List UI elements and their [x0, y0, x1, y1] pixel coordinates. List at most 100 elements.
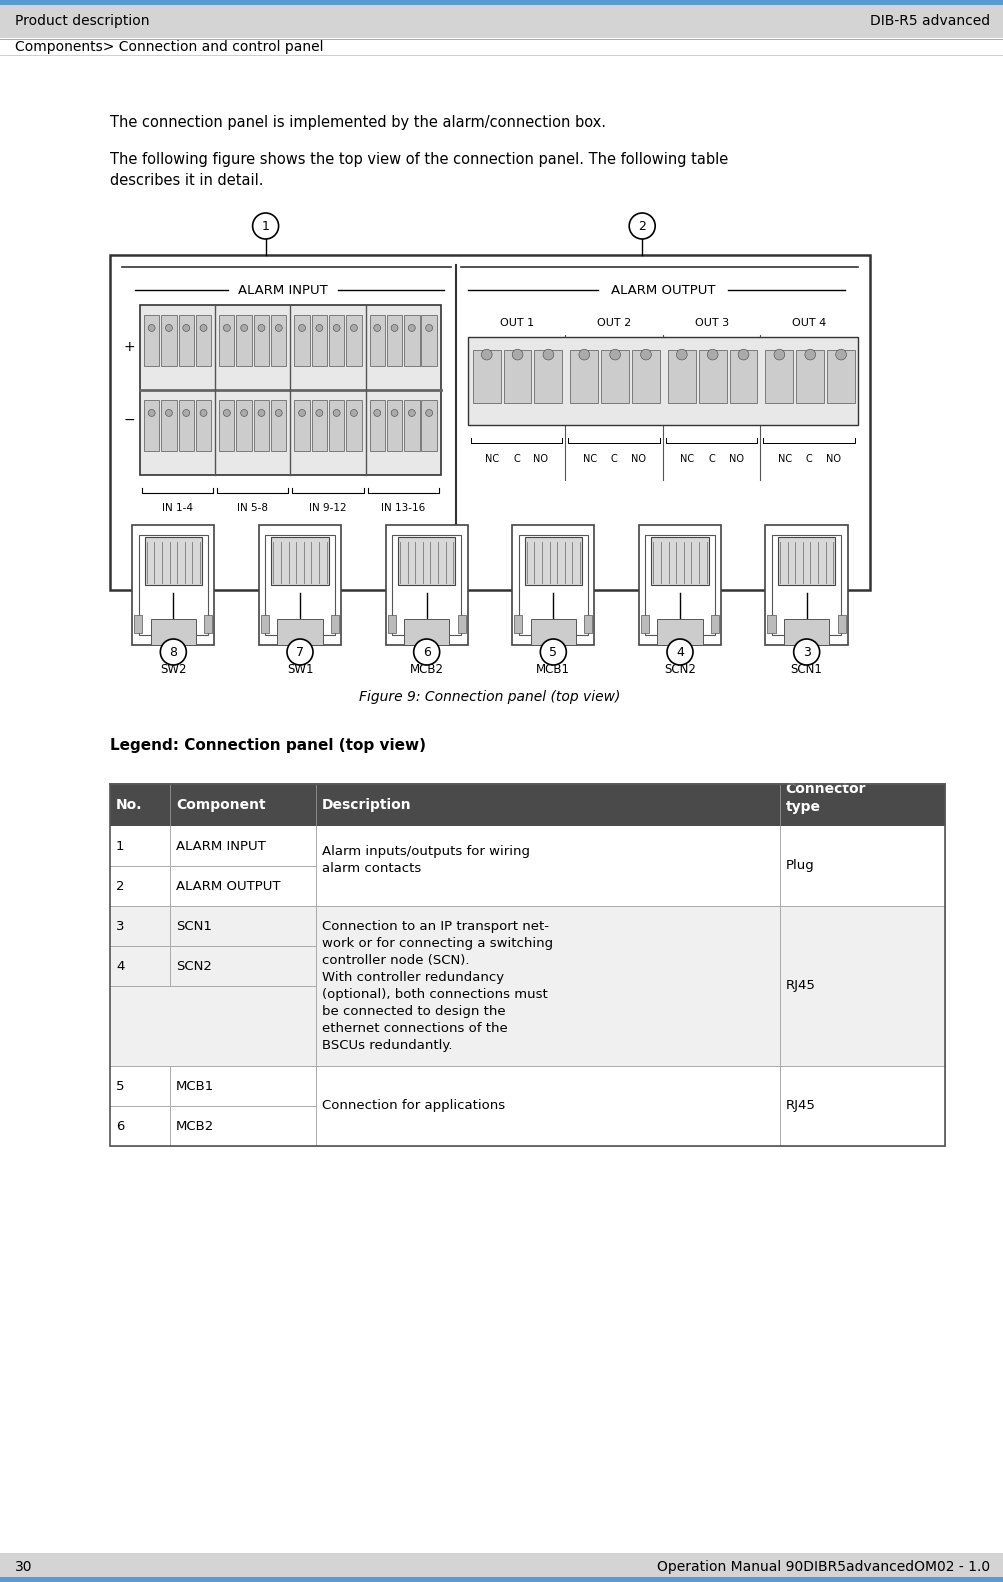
Text: C: C [805, 454, 811, 464]
Circle shape [413, 639, 439, 664]
Text: +: + [124, 340, 135, 354]
Bar [110, 1066, 944, 1145]
Bar [311, 315, 327, 365]
Bar [645, 535, 714, 636]
Bar [346, 315, 361, 365]
Text: 3: 3 [116, 919, 124, 932]
Bar [196, 315, 211, 365]
Circle shape [793, 639, 818, 664]
Text: C: C [707, 454, 714, 464]
Bar [219, 400, 235, 451]
Circle shape [223, 410, 230, 416]
Bar [150, 619, 196, 645]
Bar [271, 400, 286, 451]
Circle shape [373, 410, 380, 416]
Bar [144, 536, 202, 585]
Bar [514, 615, 522, 633]
Circle shape [333, 410, 340, 416]
Text: IN 5-8: IN 5-8 [237, 503, 268, 513]
Text: MCB1: MCB1 [176, 1079, 215, 1093]
Text: NC: NC [582, 454, 596, 464]
Bar [519, 535, 588, 636]
Text: Components> Connection and control panel: Components> Connection and control panel [15, 40, 323, 54]
Text: −: − [124, 413, 135, 427]
Text: SCN1: SCN1 [790, 663, 821, 676]
Circle shape [706, 350, 717, 361]
Text: ALARM INPUT: ALARM INPUT [176, 840, 266, 853]
Text: C: C [610, 454, 617, 464]
Bar [277, 619, 322, 645]
Circle shape [183, 324, 190, 331]
Circle shape [391, 410, 397, 416]
Text: 6: 6 [422, 645, 430, 658]
Text: ALARM INPUT: ALARM INPUT [238, 283, 327, 296]
Circle shape [148, 410, 154, 416]
Circle shape [165, 410, 173, 416]
Circle shape [676, 350, 686, 361]
Bar [766, 615, 775, 633]
Circle shape [200, 410, 207, 416]
Bar [764, 350, 792, 403]
Text: Connector
type: Connector type [785, 782, 866, 815]
Circle shape [316, 324, 323, 331]
Bar [504, 350, 531, 403]
Circle shape [373, 324, 380, 331]
Bar [403, 619, 449, 645]
Bar [457, 615, 465, 633]
Text: 8: 8 [170, 645, 178, 658]
Bar [294, 400, 309, 451]
Text: Product description: Product description [15, 14, 149, 28]
Circle shape [350, 410, 357, 416]
Bar [143, 400, 159, 451]
Circle shape [408, 410, 415, 416]
Bar [259, 525, 341, 645]
Bar [524, 536, 582, 585]
Circle shape [160, 639, 187, 664]
Bar [0, 0, 1003, 5]
Text: 4: 4 [675, 645, 683, 658]
Text: 2: 2 [638, 220, 646, 233]
Bar [0, 1554, 1003, 1582]
Bar [777, 536, 834, 585]
Bar [729, 350, 756, 403]
Bar [531, 619, 576, 645]
Bar [139, 305, 440, 475]
Bar [386, 400, 402, 451]
Bar [397, 536, 455, 585]
Text: NO: NO [825, 454, 841, 464]
Bar [110, 785, 944, 1145]
Bar [271, 315, 286, 365]
Circle shape [425, 324, 432, 331]
Text: The connection panel is implemented by the alarm/connection box.: The connection panel is implemented by t… [110, 115, 606, 130]
Bar [651, 536, 708, 585]
Circle shape [253, 214, 279, 239]
Text: 1: 1 [116, 840, 124, 853]
Circle shape [425, 410, 432, 416]
Bar [138, 535, 208, 636]
Bar [143, 315, 159, 365]
Text: OUT 3: OUT 3 [694, 318, 728, 327]
Circle shape [640, 350, 651, 361]
Circle shape [333, 324, 340, 331]
Circle shape [316, 410, 323, 416]
Text: NC: NC [680, 454, 694, 464]
Bar [795, 350, 823, 403]
Text: Figure 9: Connection panel (top view): Figure 9: Connection panel (top view) [359, 690, 620, 704]
Bar [764, 525, 847, 645]
Bar [161, 315, 177, 365]
Bar [601, 350, 629, 403]
Text: 5: 5 [549, 645, 557, 658]
Bar [219, 315, 235, 365]
Text: RJ45: RJ45 [785, 979, 814, 992]
Circle shape [258, 324, 265, 331]
Bar [271, 536, 329, 585]
Bar [667, 350, 695, 403]
Circle shape [773, 350, 784, 361]
Text: Connection for applications: Connection for applications [322, 1099, 505, 1112]
Text: NC: NC [777, 454, 791, 464]
Text: 4: 4 [116, 960, 124, 973]
Text: IN 9-12: IN 9-12 [309, 503, 346, 513]
Circle shape [287, 639, 313, 664]
Circle shape [540, 639, 566, 664]
Circle shape [241, 410, 248, 416]
